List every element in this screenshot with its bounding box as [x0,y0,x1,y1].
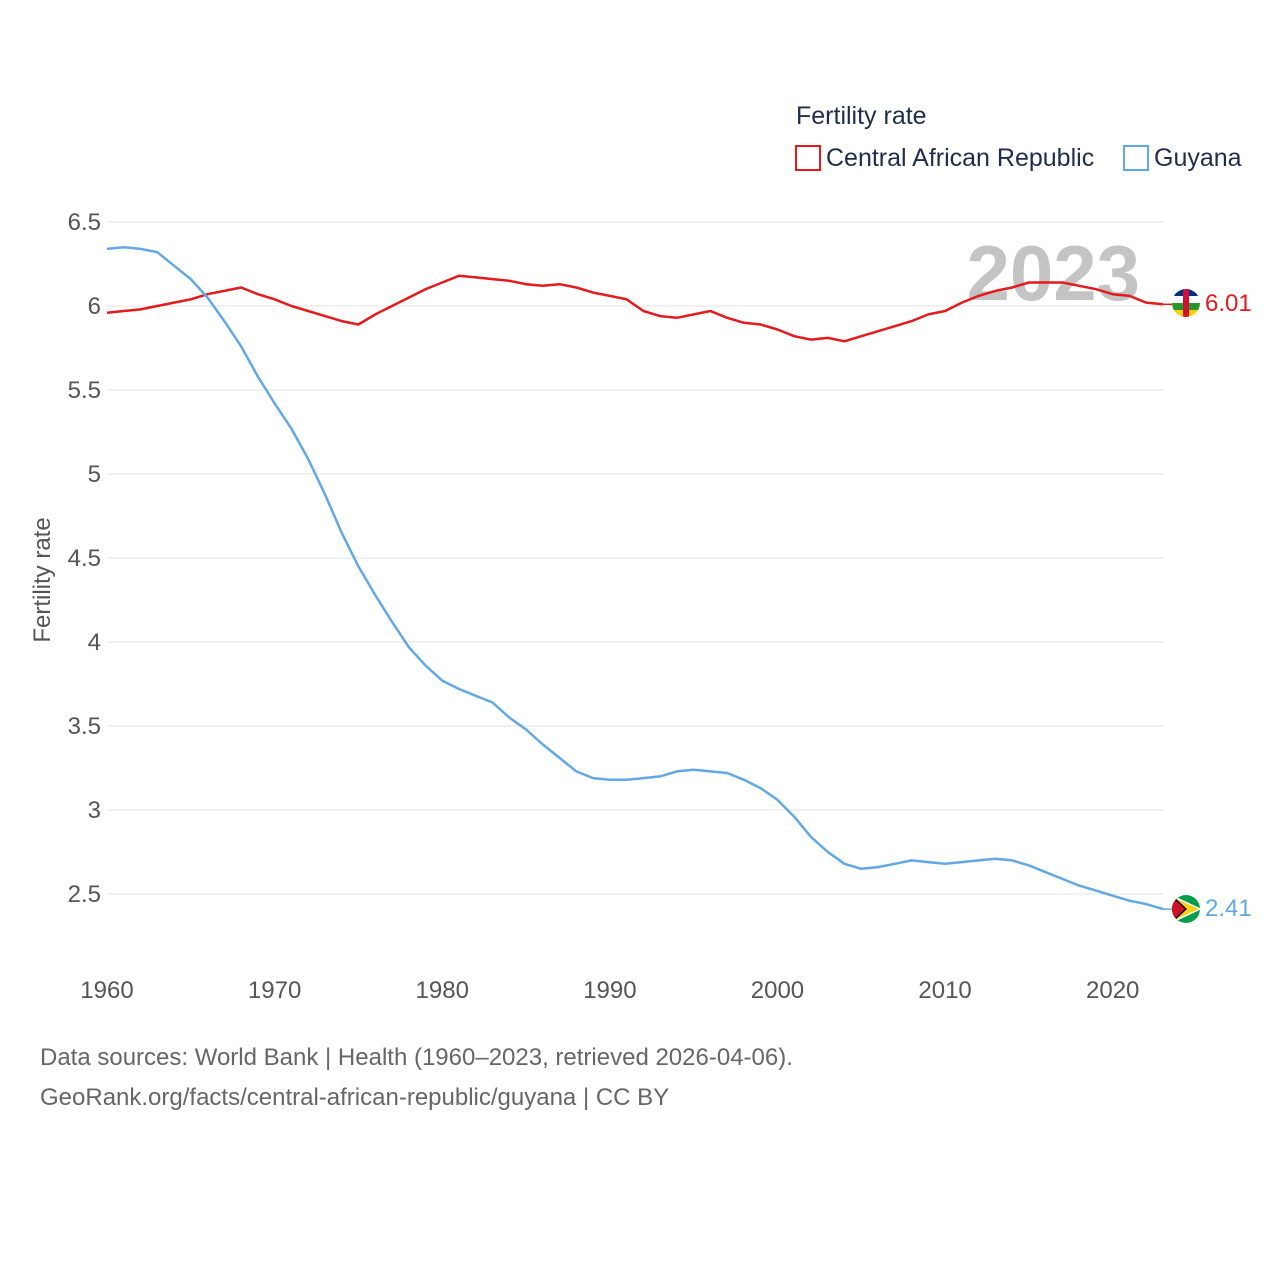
end-value-central-african-republic: 6.01 [1205,290,1252,317]
flag-central-african-republic-icon [1172,289,1200,317]
y-tick-label: 5.5 [68,377,101,404]
x-axis-ticks: 1960 1970 1980 1990 2000 2010 2020 [80,977,1139,1004]
y-tick-label: 6.5 [68,209,101,236]
y-tick-label: 5 [88,461,101,488]
legend-swatch-central-african-republic[interactable] [795,145,821,171]
x-tick-label: 1980 [416,977,469,1004]
end-value-guyana: 2.41 [1205,895,1252,922]
gridlines [107,221,1163,895]
current-year-label: 2023 [966,229,1140,317]
footer-sources: Data sources: World Bank | Health (1960–… [40,1044,793,1071]
series-lines [106,245,1172,911]
y-tick-label: 6 [88,293,101,320]
y-tick-label: 4.5 [68,545,101,572]
legend-title: Fertility rate [796,102,927,130]
flag-guyana-icon [1172,895,1200,923]
series-line-guyana[interactable] [106,245,1164,911]
x-tick-label: 1990 [583,977,636,1004]
x-tick-label: 2010 [918,977,971,1004]
y-tick-label: 2.5 [68,881,101,908]
legend: Fertility rate Central African Republic … [795,102,1242,172]
fertility-line-chart: 2.5 3 3.5 4 4.5 5 5.5 6 6.5 1960 1970 1980 1990 2000… [29,102,1252,1004]
legend-label-central-african-republic[interactable]: Central African Republic [826,144,1094,172]
series-line-central-african-republic[interactable] [106,274,1164,343]
y-tick-label: 4 [88,629,101,656]
legend-swatch-guyana[interactable] [1123,145,1149,171]
legend-label-guyana[interactable]: Guyana [1154,144,1242,172]
y-axis-title: Fertility rate [29,517,56,642]
footer-attribution[interactable]: GeoRank.org/facts/central-african-republ… [40,1084,670,1111]
y-axis-ticks: 2.5 3 3.5 4 4.5 5 5.5 6 6.5 [68,209,101,908]
x-tick-label: 2000 [751,977,804,1004]
y-tick-label: 3 [88,797,101,824]
x-tick-label: 1960 [80,977,133,1004]
x-tick-label: 2020 [1086,977,1139,1004]
x-tick-label: 1970 [248,977,301,1004]
y-tick-label: 3.5 [68,713,101,740]
